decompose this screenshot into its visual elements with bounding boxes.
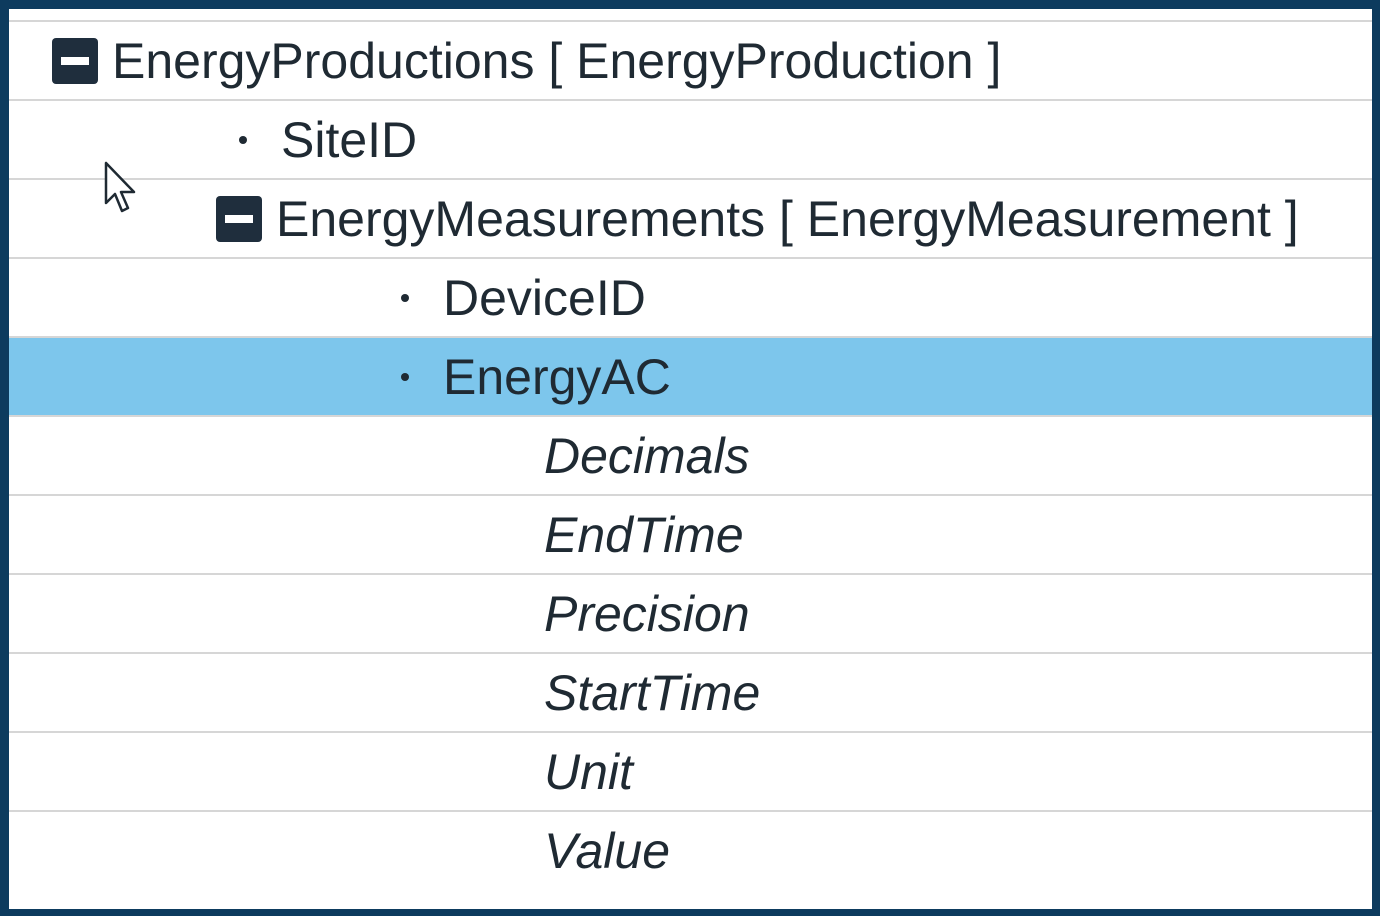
collapse-icon[interactable] [52, 37, 98, 84]
bullet-icon [239, 135, 247, 144]
tree-node-label: SiteID [281, 111, 418, 168]
bullet-icon [401, 293, 409, 302]
attribute-label: Value [544, 823, 671, 879]
tree-row-energyac[interactable]: EnergyAC [9, 336, 1372, 415]
tree-row-decimals[interactable]: Decimals [9, 415, 1372, 494]
tree-row-deviceid[interactable]: DeviceID [9, 257, 1372, 336]
tree-row-value[interactable]: Value [9, 810, 1372, 890]
tree-row-energyproductions[interactable]: EnergyProductions [ EnergyProduction ] [9, 20, 1372, 99]
tree-row-starttime[interactable]: StartTime [9, 652, 1372, 731]
tree-row-energymeasurements[interactable]: EnergyMeasurements [ EnergyMeasurement ] [9, 178, 1372, 257]
tree-row-siteid[interactable]: SiteID [9, 99, 1372, 178]
tree-node-label: EnergyMeasurements [ EnergyMeasurement ] [276, 190, 1299, 247]
tree-node-label: DeviceID [443, 269, 646, 326]
tree-row-endtime[interactable]: EndTime [9, 494, 1372, 573]
tree-row-unit[interactable]: Unit [9, 731, 1372, 810]
attribute-label: Precision [544, 585, 750, 642]
tree-node-label: EnergyProductions [ EnergyProduction ] [112, 32, 1002, 89]
tree-node-label: EnergyAC [443, 348, 671, 405]
schema-tree: EnergyProductions [ EnergyProduction ] S… [9, 20, 1372, 890]
collapse-icon[interactable] [216, 195, 262, 242]
tree-row-precision[interactable]: Precision [9, 573, 1372, 652]
attribute-label: StartTime [544, 664, 761, 721]
attribute-label: Decimals [544, 427, 750, 484]
attribute-label: EndTime [544, 506, 744, 563]
bullet-icon [401, 372, 409, 381]
attribute-label: Unit [544, 743, 633, 800]
